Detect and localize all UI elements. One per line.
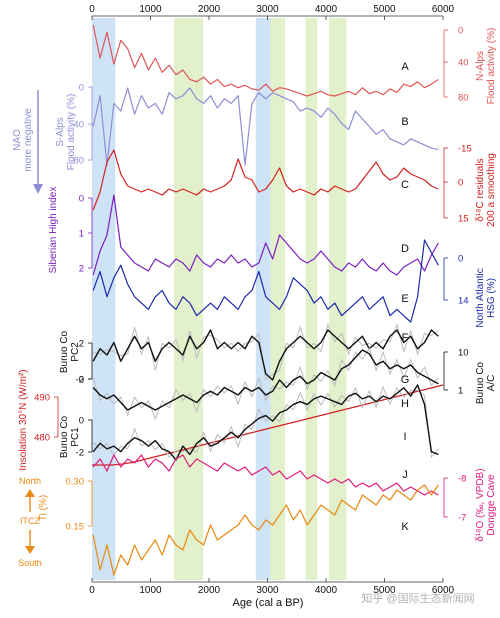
highlight-band: [173, 18, 204, 580]
x-ticks: 0 0 1000 1000 2000 2000 3000 3000 4000 4000 5000 50…: [89, 4, 454, 596]
itcz-down-arrow-head: [25, 546, 35, 554]
y-tick-label: 0: [79, 416, 84, 427]
y-tick-label: 480: [34, 433, 50, 444]
series-letter: F: [402, 332, 409, 344]
series-c-axis-label: δ¹⁸C residuals200 a smoothing: [475, 153, 497, 227]
series-letter: A: [401, 61, 409, 73]
y-tick-label: 1: [79, 229, 84, 240]
itcz-annotation: North ITCZ South: [18, 476, 42, 568]
y-tick-label: -15: [458, 144, 472, 155]
series-e-line: [92, 239, 439, 323]
y-tick-label: 2: [79, 264, 84, 275]
x-tick-label-bottom: 5000: [373, 585, 396, 596]
series-h-line: [92, 384, 444, 466]
series-letter-labels: A B C D E F GH I J K: [401, 61, 410, 533]
series-e-axis-label: North AtlanticHSG (%): [475, 268, 497, 327]
series-j-line: [92, 454, 439, 496]
series-i-axis-label: Buruo CoPC1: [59, 415, 81, 458]
series-letter: K: [401, 521, 409, 533]
y-tick-label: 2: [79, 339, 84, 350]
series-letter: B: [401, 116, 408, 128]
y-tick-label: 0.30: [66, 477, 85, 488]
x-tick-label-bottom: 3000: [256, 585, 279, 596]
y-tick-label: -2: [76, 375, 84, 386]
series-group: [92, 24, 444, 576]
y-tick-label: 0: [79, 83, 84, 94]
series-c-line: [92, 149, 439, 211]
series-g-axis-label: Buruo CoA/C: [475, 361, 497, 404]
y-tick-label: 490: [34, 393, 50, 404]
y-tick-label: 40: [73, 120, 84, 131]
y-tick-label: 0.15: [66, 522, 85, 533]
itcz-north-label: North: [19, 476, 41, 486]
series-letter: D: [401, 243, 409, 255]
nao-annotation: NAOmore negative: [12, 90, 43, 194]
x-tick-label-bottom: 6000: [432, 585, 455, 596]
series-f-axis-label: Buruo CoPC2: [59, 330, 81, 373]
x-tick-label-top: 2000: [198, 4, 221, 15]
y-tick-label: 10: [458, 348, 469, 359]
x-tick-label-top: 3000: [256, 4, 279, 15]
nao-label: NAOmore negative: [12, 108, 34, 172]
y-tick-label: -8: [458, 474, 466, 485]
highlight-band: [270, 18, 286, 580]
x-tick-label-bottom: 0: [89, 585, 95, 596]
highlight-band: [92, 18, 116, 580]
series-f-line: [92, 329, 439, 381]
x-tick-label-top: 4000: [315, 4, 338, 15]
x-tick-label-bottom: 4000: [315, 585, 338, 596]
itcz-up-arrow-head: [25, 489, 35, 497]
y-tick-label: 80: [73, 156, 84, 167]
series-a-axis-label: N-AlpsFlood activity (%): [475, 28, 497, 105]
x-tick-label-bottom: 2000: [198, 585, 221, 596]
watermark: 知乎 @国际生态新闻网: [361, 591, 474, 605]
x-tick-label-top: 6000: [432, 4, 455, 15]
x-tick-label-top: 0: [89, 4, 95, 15]
series-h-axis-label: Insolation 30°N (W/m²): [18, 369, 29, 470]
y-tick-label: 0: [458, 26, 463, 37]
series-letter: G: [401, 374, 410, 386]
series-b-line: [92, 87, 439, 166]
series-d-line: [92, 194, 439, 276]
series-letter: E: [401, 293, 408, 305]
series-b-axis-label: S-AlpsFlood activity (%): [55, 94, 77, 171]
x-tick-label-bottom: 1000: [139, 585, 162, 596]
series-letter: J: [402, 469, 408, 481]
series-g-line: [92, 349, 439, 411]
y-tick-label: 0: [458, 254, 463, 265]
y-tick-label: 80: [458, 93, 469, 104]
highlight-bands: [92, 18, 347, 580]
series-k-line: [92, 484, 439, 576]
y-tick-label: 0: [79, 194, 84, 205]
y-tick-label: 14: [458, 296, 469, 307]
series-j-axis-label: δ¹⁸O (‰, VPDB)Dongge Cave: [475, 468, 497, 541]
y-tick-label: 40: [458, 58, 469, 69]
x-axis-label: Age (cal a BP): [233, 597, 304, 609]
series-letter: C: [401, 179, 409, 191]
series-letter: H: [401, 398, 409, 410]
y-tick-label: 0: [79, 375, 84, 386]
series-i-line: [92, 384, 439, 461]
series-letter: I: [403, 431, 406, 443]
series-a-line: [92, 24, 439, 97]
series-d-axis-label: Siberian High index: [48, 187, 59, 274]
x-tick-label-top: 5000: [373, 4, 396, 15]
y-tick-label: 0: [458, 178, 463, 189]
y-tick-label: 15: [458, 214, 469, 225]
highlight-band: [328, 18, 347, 580]
y-tick-label: -7: [458, 513, 466, 524]
y-tick-label: -2: [76, 448, 84, 459]
nao-arrow-head: [33, 184, 43, 194]
series-k-axis-label: Ti (%): [38, 495, 49, 521]
x-tick-label-top: 1000: [139, 4, 162, 15]
itcz-label: ITCZ: [20, 516, 40, 526]
itcz-south-label: South: [18, 558, 42, 568]
y-tick-label: 1: [458, 386, 463, 397]
